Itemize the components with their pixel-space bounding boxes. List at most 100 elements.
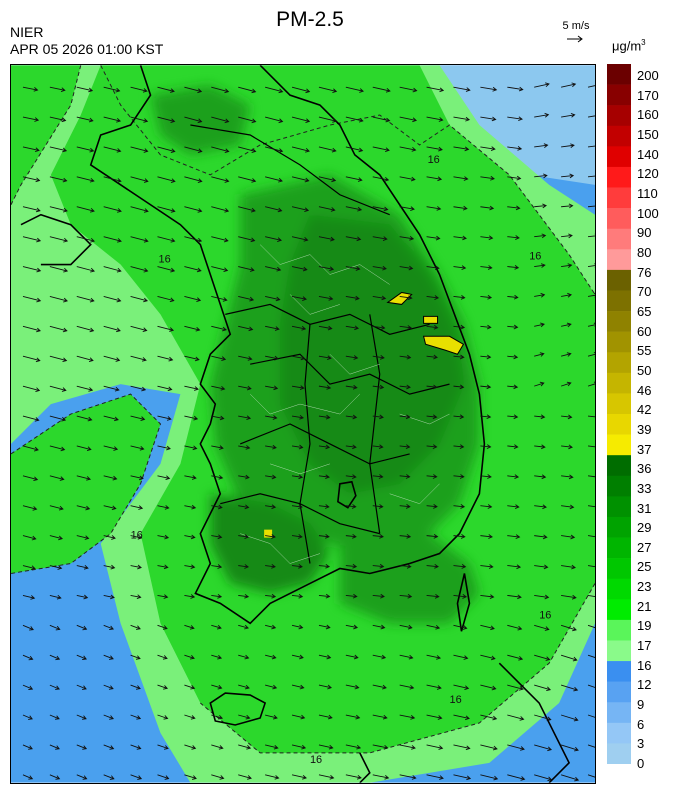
wind-arrow-icon: [453, 294, 466, 300]
wind-arrow-icon: [76, 535, 90, 540]
legend-bin: [607, 290, 631, 312]
wind-arrow-icon: [130, 534, 143, 540]
wind-arrow-icon: [76, 505, 91, 511]
wind-arrow-icon: [103, 325, 121, 333]
wind-arrow-icon: [184, 744, 197, 750]
wind-arrow-icon: [507, 384, 519, 390]
legend-label: 9: [637, 697, 645, 712]
wind-arrow-icon: [184, 415, 199, 421]
wind-arrow-icon: [534, 292, 546, 298]
wind-arrow-icon: [49, 385, 67, 392]
wind-arrow-icon: [157, 266, 176, 273]
wind-arrow-icon: [534, 143, 549, 148]
wind-arrow-icon: [587, 654, 595, 658]
wind-arrow-icon: [76, 415, 93, 422]
wind-arrow-icon: [130, 744, 142, 750]
wind-arrow-icon: [453, 594, 468, 599]
wind-arrow-icon: [291, 444, 304, 450]
wind-arrow-icon: [318, 355, 332, 361]
wind-arrow-icon: [76, 744, 88, 750]
wind-arrow-icon: [372, 593, 385, 599]
wind-arrow-icon: [76, 594, 89, 600]
wind-arrow-icon: [345, 86, 364, 93]
wind-arrow-icon: [372, 714, 388, 720]
wind-arrow-icon: [238, 206, 256, 213]
wind-arrow-icon: [399, 714, 416, 720]
wind-arrow-icon: [238, 355, 253, 361]
wind-arrow-icon: [426, 624, 441, 630]
legend-bin: [607, 249, 631, 271]
wind-arrow-icon: [345, 624, 358, 630]
wind-arrow-icon: [399, 325, 412, 330]
wind-arrow-icon: [76, 116, 94, 123]
wind-arrow-icon: [318, 744, 334, 750]
wind-arrow-icon: [507, 774, 526, 781]
wind-arrow-icon: [22, 445, 39, 452]
wind-arrow-icon: [22, 565, 36, 571]
wind-arrow-icon: [560, 774, 580, 782]
wind-arrow-icon: [76, 714, 87, 720]
wind-arrow-icon: [76, 445, 92, 452]
wind-arrow-icon: [103, 236, 122, 243]
wind-arrow-icon: [49, 325, 68, 333]
wind-arrow-icon: [372, 504, 384, 509]
wind-arrow-icon: [49, 654, 61, 661]
wind-arrow-icon: [49, 176, 68, 183]
wind-arrow-icon: [507, 414, 519, 420]
wind-arrow-icon: [318, 116, 337, 123]
wind-arrow-icon: [49, 415, 67, 422]
wind-arrow-icon: [318, 624, 331, 630]
wind-arrow-icon: [587, 535, 595, 538]
wind-arrow-icon: [157, 564, 169, 570]
wind-arrow-icon: [22, 385, 41, 392]
wind-arrow-icon: [507, 354, 519, 360]
wind-arrow-icon: [103, 684, 114, 690]
wind-arrow-icon: [561, 173, 575, 179]
wind-arrow-icon: [130, 624, 141, 630]
wind-arrow-icon: [534, 654, 551, 661]
wind-arrow-icon: [22, 654, 34, 661]
wind-arrow-icon: [318, 474, 330, 480]
map-title: PM-2.5: [276, 8, 344, 31]
wind-arrow-icon: [265, 385, 279, 391]
wind-arrow-icon: [184, 116, 203, 124]
wind-arrow-icon: [480, 265, 493, 270]
wind-arrow-icon: [157, 505, 170, 510]
wind-arrow-icon: [399, 206, 415, 212]
wind-arrow-icon: [426, 414, 438, 420]
legend-bin: [607, 331, 631, 353]
wind-arrow-icon: [587, 714, 595, 718]
wind-arrow-icon: [453, 384, 465, 390]
wind-arrow-icon: [22, 206, 41, 213]
wind-arrow-icon: [211, 415, 225, 421]
legend-bin: [607, 146, 631, 168]
wind-arrow-icon: [561, 474, 574, 480]
wind-arrow-icon: [130, 564, 142, 570]
wind-arrow-icon: [480, 564, 494, 569]
wind-arrow-icon: [426, 176, 443, 182]
wind-arrow-icon: [291, 176, 310, 183]
wind-arrow-icon: [184, 445, 198, 451]
wind-arrow-icon: [103, 266, 122, 273]
wind-arrow-icon: [238, 176, 257, 183]
hotspot: [386, 291, 413, 305]
wind-arrow-icon: [184, 86, 203, 94]
wind-arrow-icon: [238, 564, 249, 569]
wind-arrow-icon: [345, 206, 363, 212]
legend-label: 19: [637, 618, 652, 634]
wind-arrow-icon: [561, 143, 575, 149]
wind-arrow-icon: [291, 684, 305, 690]
legend-label: 110: [637, 185, 658, 201]
wind-arrow-icon: [265, 714, 278, 720]
wind-arrow-icon: [480, 205, 495, 211]
wind-arrow-icon: [318, 146, 337, 153]
wind-arrow-icon: [157, 385, 173, 392]
wind-arrow-icon: [480, 624, 495, 631]
wind-arrow-icon: [560, 381, 572, 387]
wind-arrow-icon: [587, 322, 595, 328]
legend-bin: [607, 537, 631, 559]
wind-arrow-icon: [480, 294, 493, 300]
wind-arrow-icon: [318, 534, 330, 539]
wind-arrow-icon: [561, 444, 573, 450]
wind-arrow-icon: [561, 534, 576, 540]
